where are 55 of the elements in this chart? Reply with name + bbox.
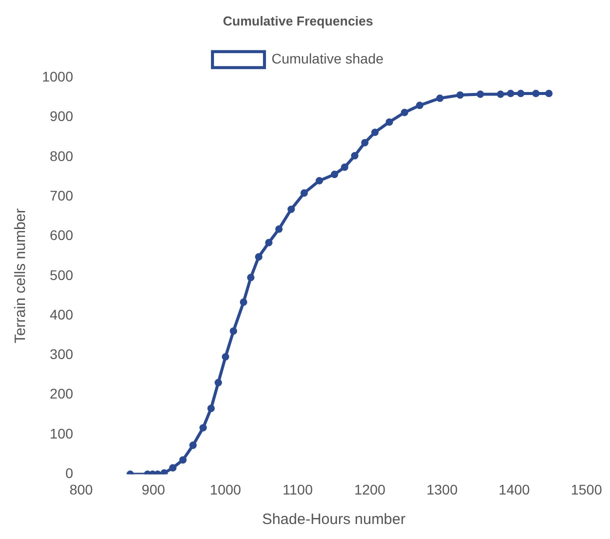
point xyxy=(179,456,187,464)
x-tick-label: 1200 xyxy=(354,481,386,498)
point xyxy=(496,90,504,98)
x-tick-label: 1100 xyxy=(282,481,313,498)
point xyxy=(517,90,524,98)
point xyxy=(456,91,464,99)
point xyxy=(351,152,358,160)
x-axis-title: Shade-Hours number xyxy=(262,511,406,528)
point xyxy=(265,238,273,246)
y-tick-label: 800 xyxy=(50,148,74,164)
x-tick-label: 1500 xyxy=(570,481,602,498)
x-tick-label: 900 xyxy=(142,481,166,498)
point xyxy=(240,298,248,306)
point xyxy=(340,164,348,171)
y-tick-label: 200 xyxy=(50,386,74,402)
y-tick-label: 500 xyxy=(50,266,74,283)
y-tick-label: 700 xyxy=(50,187,74,204)
point xyxy=(400,108,408,116)
point xyxy=(436,94,444,102)
point xyxy=(169,464,177,472)
point xyxy=(222,353,230,361)
point xyxy=(230,327,238,335)
point xyxy=(532,90,540,98)
point xyxy=(199,424,207,432)
point xyxy=(214,378,222,386)
y-tick-label: 300 xyxy=(50,346,74,362)
point xyxy=(300,189,308,197)
y-tick-label: 400 xyxy=(50,306,74,322)
y-tick-label: 1000 xyxy=(42,68,74,84)
point xyxy=(476,90,484,98)
point xyxy=(506,90,514,98)
point xyxy=(361,138,369,146)
point xyxy=(416,102,424,110)
x-tick-label: 1400 xyxy=(498,481,530,498)
point xyxy=(288,206,295,213)
point xyxy=(275,225,283,233)
y-tick-label: 900 xyxy=(50,108,74,124)
point xyxy=(545,90,553,98)
point xyxy=(330,170,338,178)
point xyxy=(255,253,262,261)
chart-title: Cumulative Frequencies xyxy=(222,13,374,28)
x-tick-label: 1300 xyxy=(426,481,458,498)
point xyxy=(371,128,379,136)
point xyxy=(386,118,394,126)
point xyxy=(207,404,215,412)
x-tick-label: 1000 xyxy=(210,481,242,498)
y-tick-label: 600 xyxy=(50,227,74,244)
y-tick-label: 100 xyxy=(50,425,74,442)
point xyxy=(189,442,197,449)
point xyxy=(247,274,254,282)
y-axis-title: Terrain cells number xyxy=(12,208,30,344)
y-tick-label: 0 xyxy=(65,465,74,482)
x-tick-label: 800 xyxy=(69,481,94,498)
point xyxy=(316,177,324,184)
legend-label: Cumulative shade xyxy=(271,50,384,66)
